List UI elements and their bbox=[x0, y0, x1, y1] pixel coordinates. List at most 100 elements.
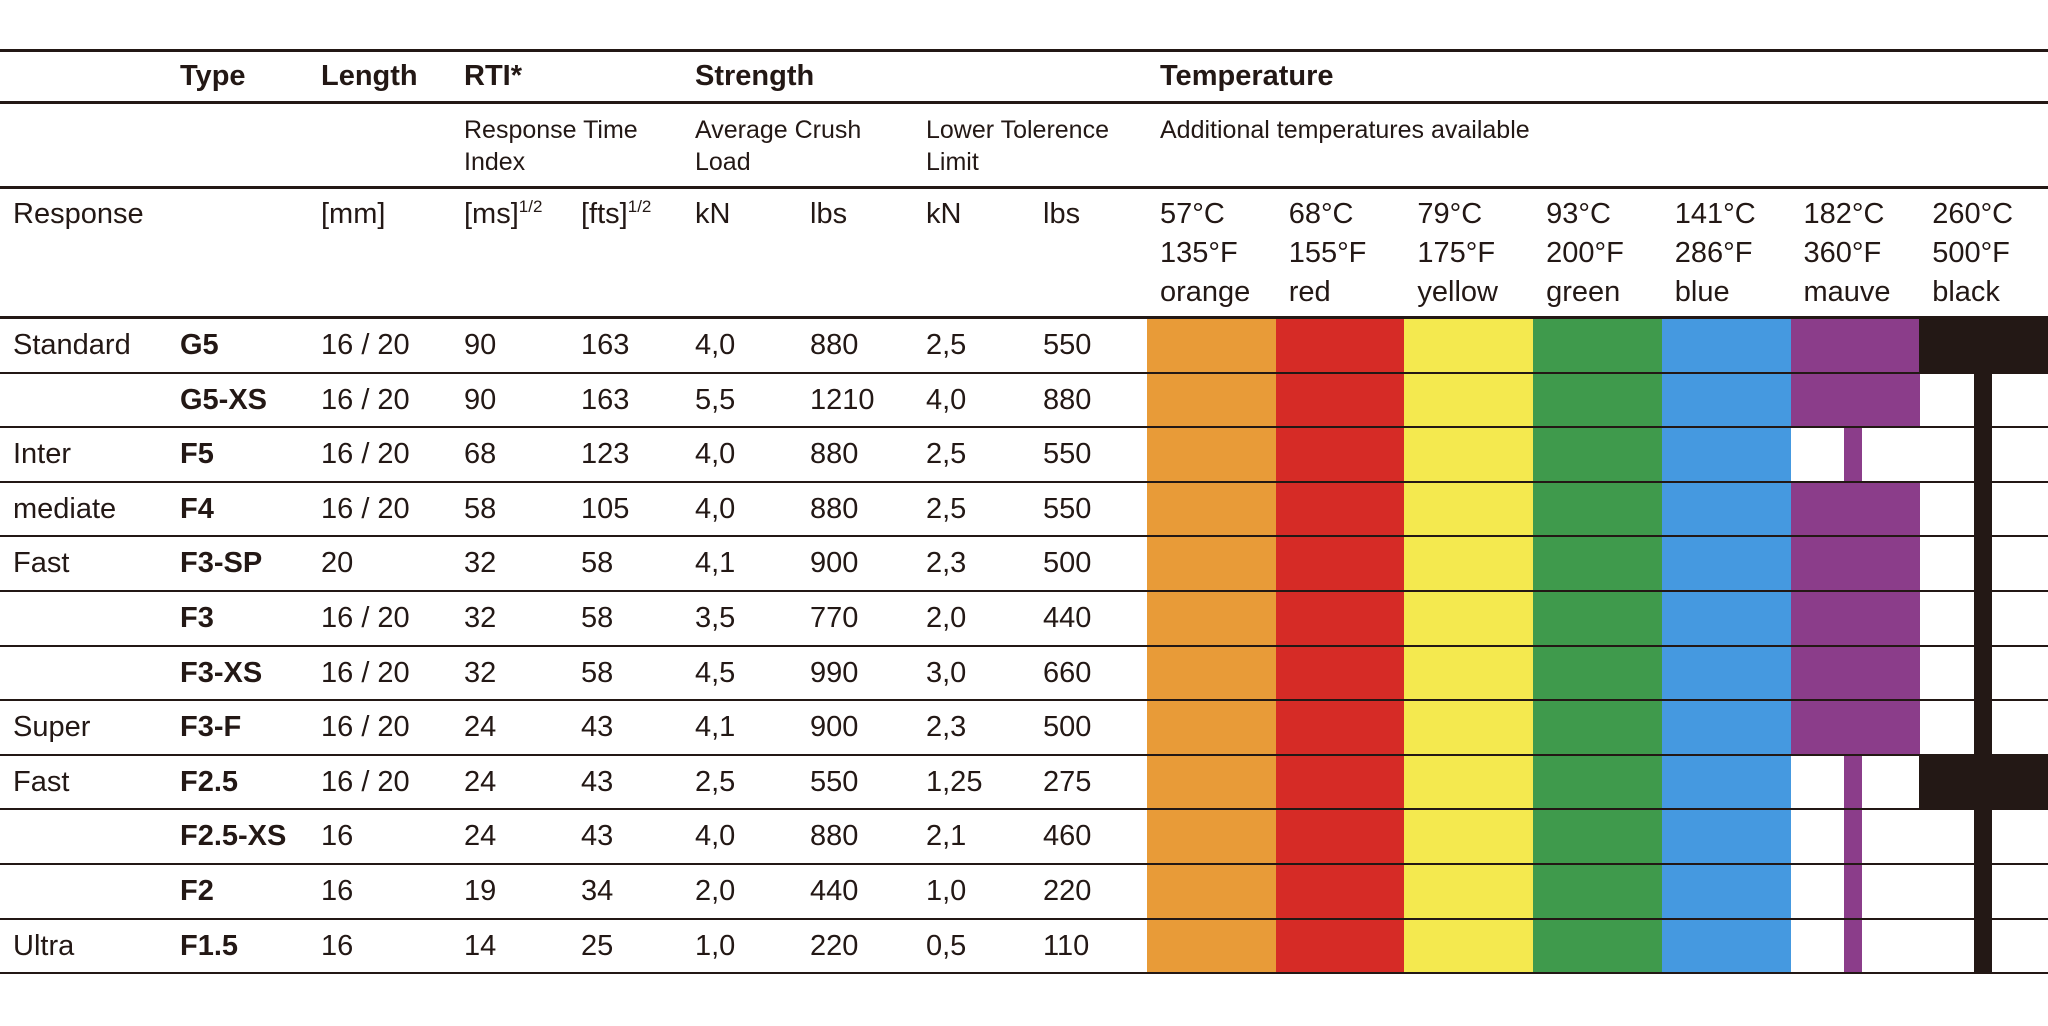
cell-length: 16 / 20 bbox=[321, 656, 410, 689]
temp-fahrenheit: 175°F bbox=[1417, 237, 1496, 269]
row-divider bbox=[0, 535, 2048, 538]
cell-ltl-kn: 4,0 bbox=[926, 383, 967, 416]
cell-length: 20 bbox=[321, 547, 354, 580]
temp-cell-black bbox=[1919, 318, 2048, 374]
row-divider bbox=[0, 480, 2048, 483]
temp-cell-mauve bbox=[1790, 481, 1920, 537]
cell-acl-lbs: 1210 bbox=[810, 383, 875, 416]
cell-type: F2 bbox=[180, 875, 214, 907]
temp-cell-orange bbox=[1147, 809, 1277, 865]
temp-cell-yellow bbox=[1404, 318, 1534, 374]
temp-cell-blue bbox=[1661, 864, 1791, 920]
row-divider bbox=[0, 590, 2048, 592]
cell-ms: 32 bbox=[464, 547, 497, 580]
temp-cell-blue bbox=[1661, 427, 1791, 483]
cell-ltl-kn: 2,5 bbox=[926, 438, 967, 471]
row-divider bbox=[0, 972, 2048, 975]
temp-cell-yellow bbox=[1404, 427, 1534, 483]
cell-ms: 24 bbox=[464, 820, 497, 853]
cell-acl-kn: 2,5 bbox=[695, 765, 736, 798]
cell-ltl-kn: 2,3 bbox=[926, 547, 967, 580]
cell-type: F3-SP bbox=[180, 547, 263, 580]
unit-mm: [mm] bbox=[321, 198, 386, 230]
cell-ms: 24 bbox=[464, 711, 497, 744]
temp-stripe-mauve bbox=[1844, 864, 1862, 920]
temp-cell-red bbox=[1275, 318, 1405, 374]
cell-ltl-lbs: 550 bbox=[1043, 329, 1092, 361]
cell-ltl-lbs: 275 bbox=[1043, 765, 1092, 798]
temp-cell-blue bbox=[1661, 918, 1791, 974]
temp-celsius: 141°C bbox=[1674, 198, 1756, 230]
temp-cell-red bbox=[1275, 645, 1405, 701]
temp-cell-red bbox=[1275, 754, 1405, 810]
cell-length: 16 / 20 bbox=[321, 711, 410, 744]
temp-cell-mauve bbox=[1790, 536, 1920, 592]
temp-stripe-mauve bbox=[1844, 809, 1862, 865]
temp-celsius: 182°C bbox=[1803, 198, 1885, 230]
cell-acl-kn: 4,0 bbox=[695, 329, 736, 361]
cell-ltl-kn: 3,0 bbox=[926, 656, 967, 689]
cell-acl-lbs: 900 bbox=[810, 711, 859, 744]
temp-cell-green bbox=[1533, 536, 1663, 592]
temp-color-name: orange bbox=[1160, 276, 1251, 308]
cell-fts: 58 bbox=[581, 547, 614, 580]
cell-ltl-kn: 2,5 bbox=[926, 492, 967, 525]
cell-fts: 123 bbox=[581, 438, 630, 471]
cell-fts: 105 bbox=[581, 492, 630, 525]
cell-type: F3-XS bbox=[180, 656, 263, 689]
response-label: Fast bbox=[13, 547, 70, 580]
response-label: Super bbox=[13, 711, 91, 744]
temp-cell-yellow bbox=[1404, 591, 1534, 647]
temp-color-name: blue bbox=[1674, 276, 1730, 308]
temp-cell-orange bbox=[1147, 645, 1277, 701]
cell-ltl-kn: 2,1 bbox=[926, 820, 967, 853]
temp-stripe-black bbox=[1974, 591, 1992, 647]
exponent: 1/2 bbox=[518, 197, 543, 216]
row-divider bbox=[0, 917, 2048, 920]
temp-cell-green bbox=[1533, 591, 1663, 647]
temp-cell-red bbox=[1275, 809, 1405, 865]
unit-fts-text: [fts] bbox=[581, 198, 628, 230]
cell-ms: 58 bbox=[464, 492, 497, 525]
temp-stripe-black bbox=[1974, 918, 1992, 974]
temp-cell-orange bbox=[1147, 427, 1277, 483]
cell-ltl-lbs: 880 bbox=[1043, 383, 1092, 416]
header-rti: RTI* bbox=[464, 60, 522, 92]
cell-ltl-lbs: 500 bbox=[1043, 711, 1092, 744]
temp-cell-orange bbox=[1147, 481, 1277, 537]
temp-cell-orange bbox=[1147, 864, 1277, 920]
row-divider bbox=[0, 863, 2048, 865]
temp-cell-mauve bbox=[1790, 318, 1920, 374]
temp-cell-red bbox=[1275, 536, 1405, 592]
cell-ltl-kn: 0,5 bbox=[926, 929, 967, 962]
cell-length: 16 / 20 bbox=[321, 765, 410, 798]
cell-length: 16 / 20 bbox=[321, 329, 410, 361]
unit-acl-kn: kN bbox=[695, 198, 731, 230]
temp-fahrenheit: 286°F bbox=[1674, 237, 1753, 269]
cell-ltl-lbs: 460 bbox=[1043, 820, 1092, 853]
header-length: Length bbox=[321, 60, 418, 92]
cell-type: F2.5-XS bbox=[180, 820, 287, 853]
cell-type: F3-F bbox=[180, 711, 242, 744]
cell-acl-lbs: 550 bbox=[810, 765, 859, 798]
temp-cell-yellow bbox=[1404, 918, 1534, 974]
cell-ltl-kn: 1,0 bbox=[926, 875, 967, 907]
cell-ltl-lbs: 220 bbox=[1043, 875, 1092, 907]
temp-celsius: 260°C bbox=[1932, 198, 2014, 230]
cell-ltl-lbs: 440 bbox=[1043, 602, 1092, 634]
temp-stripe-black bbox=[1974, 645, 1992, 701]
temp-cell-blue bbox=[1661, 809, 1791, 865]
response-label: Inter bbox=[13, 438, 72, 471]
cell-acl-lbs: 220 bbox=[810, 929, 859, 962]
temp-color-name: yellow bbox=[1417, 276, 1498, 308]
temp-cell-orange bbox=[1147, 754, 1277, 810]
cell-ltl-kn: 2,3 bbox=[926, 711, 967, 744]
cell-fts: 163 bbox=[581, 329, 630, 361]
temp-cell-orange bbox=[1147, 918, 1277, 974]
temp-cell-orange bbox=[1147, 372, 1277, 428]
temp-cell-red bbox=[1275, 700, 1405, 756]
temp-cell-red bbox=[1275, 372, 1405, 428]
cell-ms: 32 bbox=[464, 656, 497, 689]
temp-cell-blue bbox=[1661, 645, 1791, 701]
temp-color-name: red bbox=[1288, 276, 1331, 308]
